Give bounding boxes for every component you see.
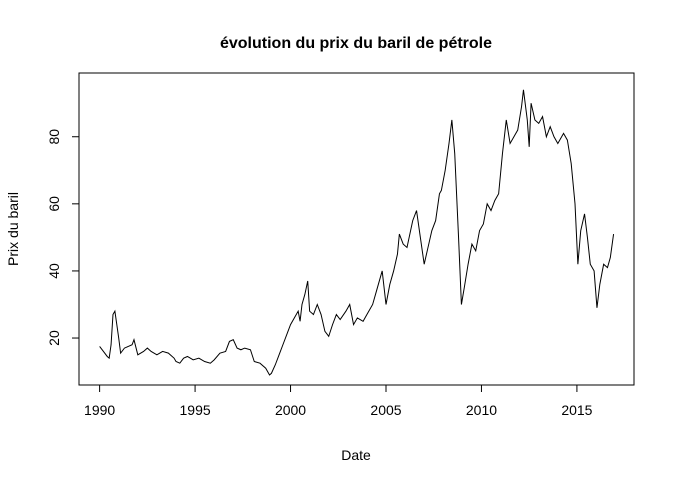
- x-tick-label: 2015: [561, 402, 592, 418]
- x-tick-label: 1990: [84, 402, 115, 418]
- chart-title: évolution du prix du baril de pétrole: [220, 35, 492, 52]
- y-tick-label: 20: [46, 330, 62, 346]
- y-axis-label: Prix du baril: [5, 192, 21, 266]
- x-tick-label: 1995: [180, 402, 211, 418]
- x-axis-label: Date: [341, 447, 371, 463]
- x-tick-label: 2010: [466, 402, 497, 418]
- y-tick-label: 80: [46, 129, 62, 145]
- x-tick-label: 2005: [370, 402, 401, 418]
- y-tick-label: 60: [46, 196, 62, 212]
- price-line: [99, 89, 615, 376]
- plot-box: [78, 72, 635, 386]
- x-tick-label: 2000: [275, 402, 306, 418]
- y-tick-label: 40: [46, 263, 62, 279]
